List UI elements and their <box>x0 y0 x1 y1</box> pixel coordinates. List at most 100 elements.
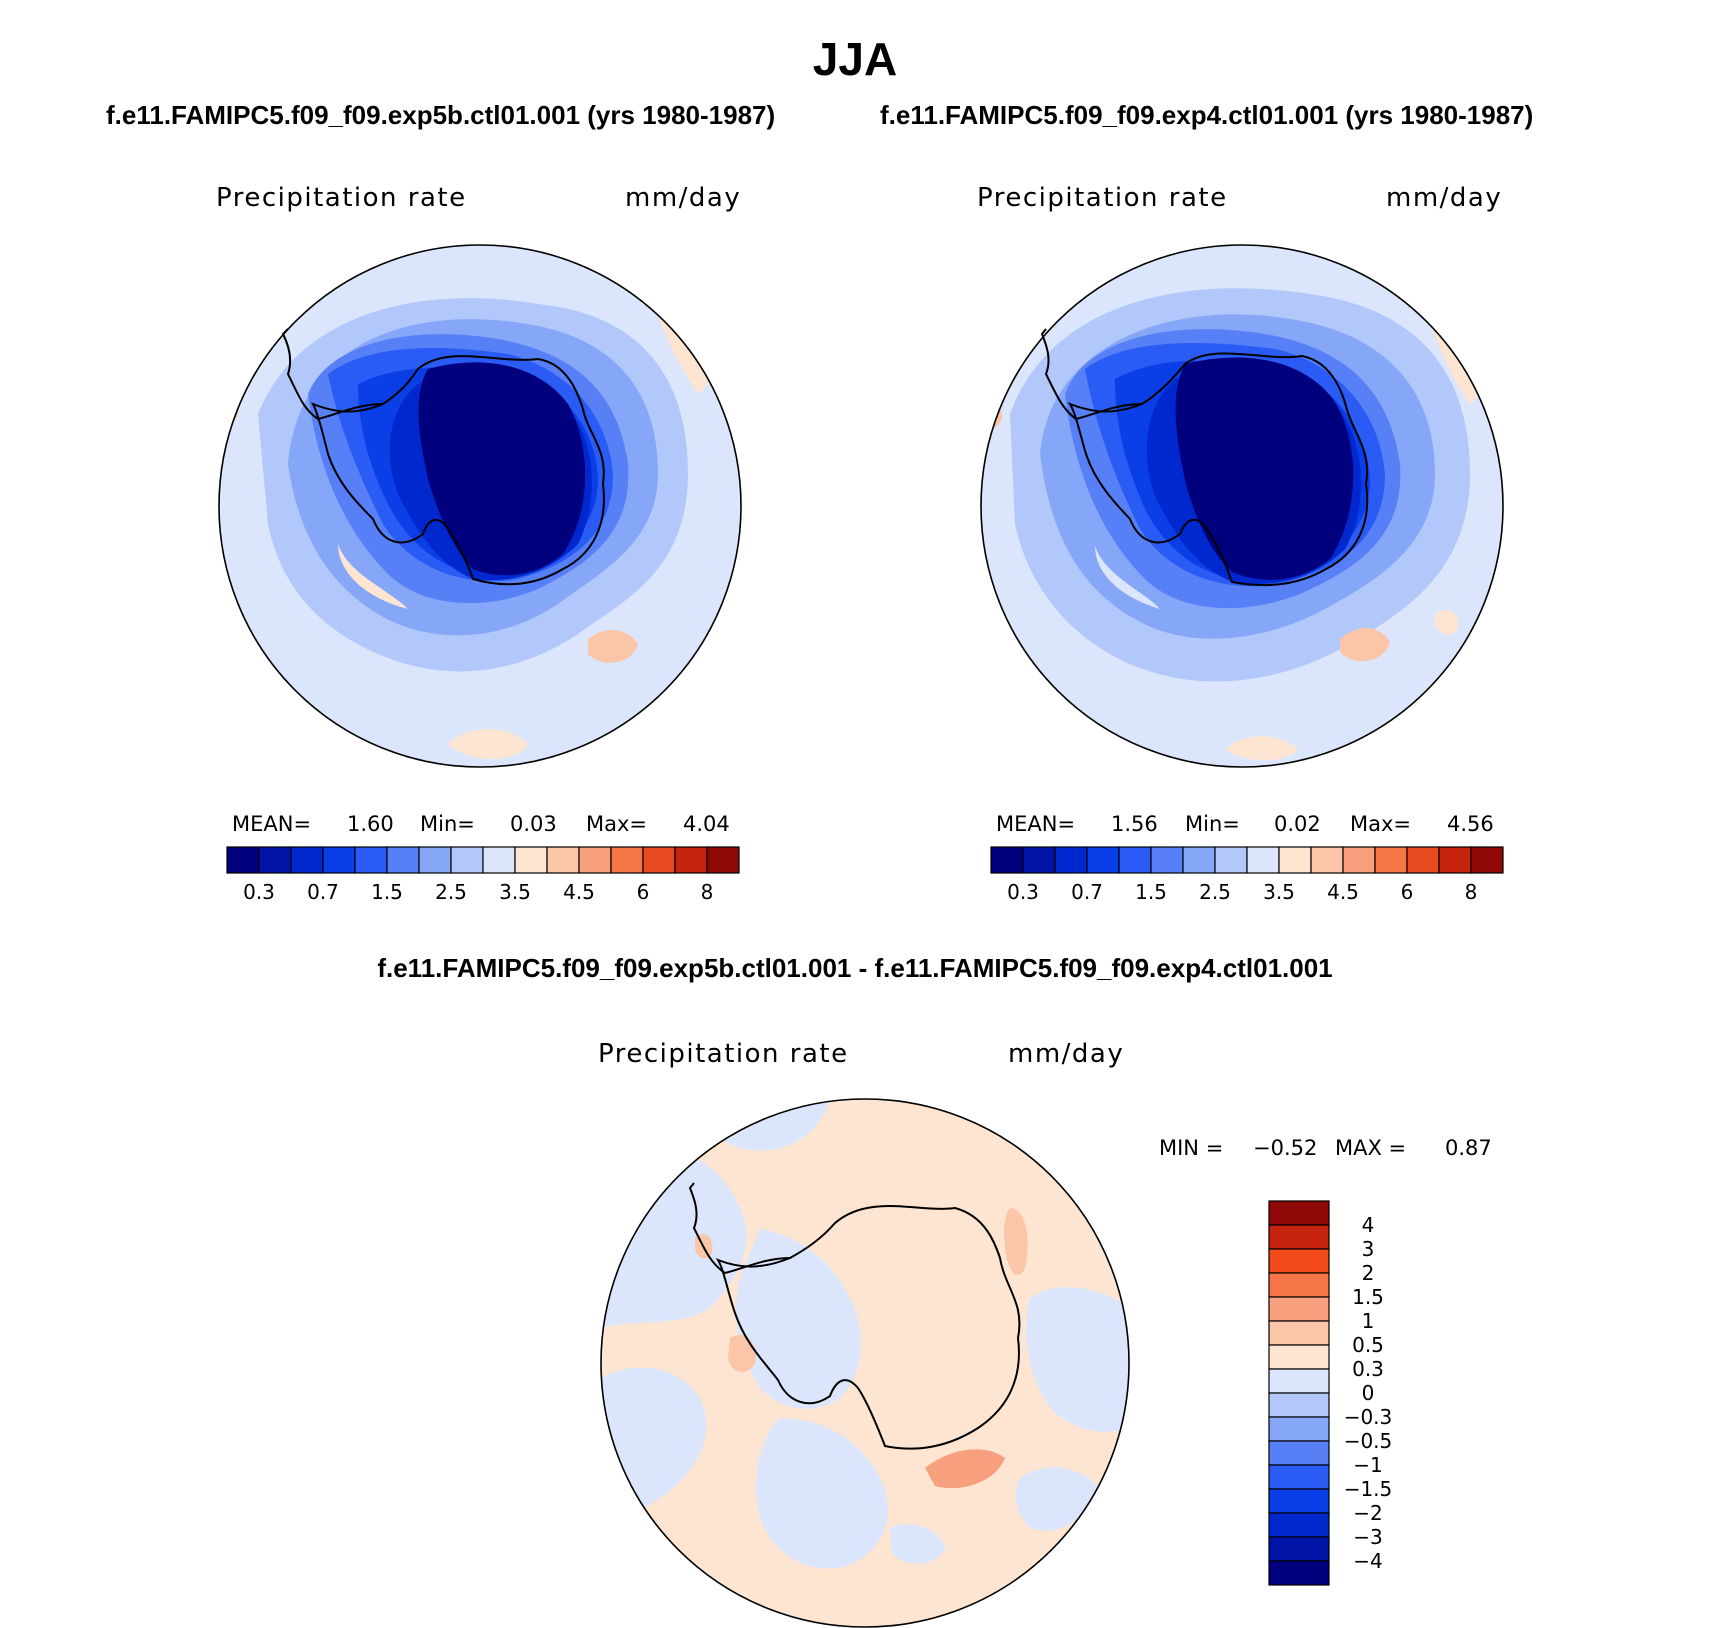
panel1-max-value: 4.04 <box>683 812 730 836</box>
colorbar-tick-label: 4.5 <box>563 880 595 904</box>
colorbar-swatch <box>258 846 292 874</box>
colorbar-swatch <box>1470 846 1504 874</box>
colorbar-tick-label: 4.5 <box>1327 880 1359 904</box>
panel1-peninsula <box>281 328 384 421</box>
colorbar-tick-label: 0.3 <box>243 880 275 904</box>
colorbar-swatch <box>546 846 580 874</box>
colorbar-swatch <box>578 846 612 874</box>
panel2-variable-label: Precipitation rate <box>977 183 1228 213</box>
colorbar-swatch <box>1086 846 1120 874</box>
colorbar-tick-label: 8 <box>701 880 714 904</box>
colorbar-swatch <box>1406 846 1440 874</box>
panel1-min-label: Min= <box>420 812 475 836</box>
colorbar-swatch <box>1268 1416 1330 1442</box>
colorbar-tick-label: −1 <box>1353 1453 1382 1477</box>
colorbar-swatch <box>226 846 260 874</box>
panel1-max-label: Max= <box>586 812 648 836</box>
panel2-peninsula <box>1040 328 1143 421</box>
colorbar-swatch <box>1268 1320 1330 1346</box>
colorbar-tick-label: 1.5 <box>1352 1285 1384 1309</box>
diff-max-value: 0.87 <box>1445 1136 1492 1160</box>
panel1-min-value: 0.03 <box>510 812 557 836</box>
colorbar-swatch <box>1268 1344 1330 1370</box>
colorbar-swatch <box>1268 1200 1330 1226</box>
diff-min-label: MIN = <box>1159 1136 1224 1160</box>
panel2-map <box>980 244 1504 768</box>
colorbar-swatch <box>418 846 452 874</box>
colorbar-tick-label: 0.3 <box>1352 1357 1384 1381</box>
colorbar-tick-label: 1 <box>1362 1309 1375 1333</box>
colorbar-swatch <box>1268 1392 1330 1418</box>
colorbar-swatch <box>1268 1296 1330 1322</box>
colorbar-tick-label: −4 <box>1353 1549 1382 1573</box>
diff-min-value: −0.52 <box>1253 1136 1318 1160</box>
colorbar-swatch <box>1268 1248 1330 1274</box>
colorbar-swatch <box>1278 846 1312 874</box>
colorbar-swatch <box>1310 846 1344 874</box>
colorbar-swatch <box>1268 1536 1330 1562</box>
colorbar-swatch <box>990 846 1024 874</box>
panel1-coastline <box>310 355 605 586</box>
colorbar-tick-label: 2 <box>1362 1261 1375 1285</box>
colorbar-tick-label: 2.5 <box>435 880 467 904</box>
panel2-min-value: 0.02 <box>1274 812 1321 836</box>
diff-peninsula <box>688 1182 791 1275</box>
colorbar-tick-label: 3.5 <box>499 880 531 904</box>
panel1-case-title: f.e11.FAMIPC5.f09_f09.exp5b.ctl01.001 (y… <box>106 100 776 130</box>
diff-units-label: mm/day <box>1008 1039 1125 1069</box>
colorbar-swatch <box>706 846 740 874</box>
colorbar-swatch <box>1268 1440 1330 1466</box>
colorbar-swatch <box>1118 846 1152 874</box>
colorbar-tick-label: 0.3 <box>1007 880 1039 904</box>
colorbar-tick-label: 1.5 <box>1135 880 1167 904</box>
panel1-colorbar: 0.3 0.7 1.5 2.5 3.5 4.5 6 8 <box>226 846 740 904</box>
colorbar-swatch <box>610 846 644 874</box>
colorbar-tick-label: 1.5 <box>371 880 403 904</box>
colorbar-tick-label: 0.5 <box>1352 1333 1384 1357</box>
diff-map <box>600 1098 1130 1628</box>
panel2-colorbar: 0.3 0.7 1.5 2.5 3.5 4.5 6 8 <box>990 846 1504 904</box>
colorbar-swatch <box>1268 1560 1330 1586</box>
colorbar-swatch <box>1246 846 1280 874</box>
colorbar-swatch <box>1268 1224 1330 1250</box>
panel2-coastline <box>1067 352 1369 587</box>
colorbar-swatch <box>1268 1272 1330 1298</box>
figure-title: JJA <box>812 33 898 85</box>
colorbar-swatch <box>1268 1464 1330 1490</box>
panel2-max-value: 4.56 <box>1447 812 1494 836</box>
diff-max-label: MAX = <box>1335 1136 1407 1160</box>
colorbar-swatch <box>1438 846 1472 874</box>
panel1-mean-value: 1.60 <box>347 812 394 836</box>
colorbar-tick-label: −0.5 <box>1344 1429 1393 1453</box>
colorbar-tick-label: −3 <box>1353 1525 1382 1549</box>
colorbar-swatch <box>1150 846 1184 874</box>
colorbar-swatch <box>290 846 324 874</box>
colorbar-swatch <box>514 846 548 874</box>
panel2-units-label: mm/day <box>1386 183 1503 213</box>
colorbar-swatch <box>1374 846 1408 874</box>
colorbar-tick-label: 3 <box>1362 1237 1375 1261</box>
colorbar-swatch <box>482 846 516 874</box>
colorbar-tick-label: 6 <box>637 880 650 904</box>
panel1-variable-label: Precipitation rate <box>216 183 467 213</box>
colorbar-swatch <box>450 846 484 874</box>
panel1-units-label: mm/day <box>625 183 742 213</box>
colorbar-swatch <box>1022 846 1056 874</box>
colorbar-swatch <box>1268 1488 1330 1514</box>
colorbar-swatch <box>1214 846 1248 874</box>
colorbar-tick-label: 0 <box>1362 1381 1375 1405</box>
colorbar-swatch <box>386 846 420 874</box>
colorbar-swatch <box>354 846 388 874</box>
colorbar-tick-label: 6 <box>1401 880 1414 904</box>
colorbar-tick-label: 4 <box>1362 1213 1375 1237</box>
panel2-case-title: f.e11.FAMIPC5.f09_f09.exp4.ctl01.001 (yr… <box>880 100 1534 130</box>
panel1-mean-label: MEAN= <box>232 812 312 836</box>
colorbar-tick-label: 0.7 <box>307 880 339 904</box>
colorbar-tick-label: 0.7 <box>1071 880 1103 904</box>
panel2-min-label: Min= <box>1185 812 1240 836</box>
panel2-mean-value: 1.56 <box>1111 812 1158 836</box>
colorbar-swatch <box>1182 846 1216 874</box>
colorbar-tick-label: −0.3 <box>1344 1405 1393 1429</box>
panel2-mean-label: MEAN= <box>996 812 1076 836</box>
